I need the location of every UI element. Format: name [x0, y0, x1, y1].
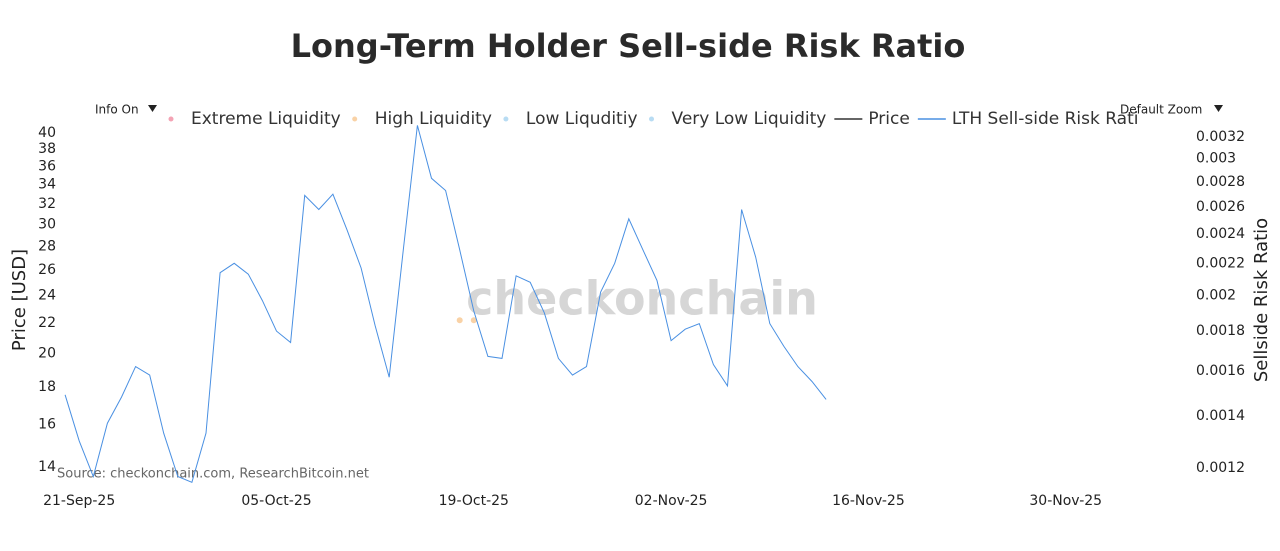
- source-note: Source: checkonchain.com, ResearchBitcoi…: [57, 467, 369, 482]
- y2-tick-label: 0.0026: [1196, 199, 1245, 215]
- y-tick-label: 40: [38, 125, 56, 141]
- x-tick-label: 16-Nov-25: [832, 493, 905, 509]
- y2-tick-label: 0.0014: [1196, 408, 1245, 424]
- x-tick-label: 21-Sep-25: [43, 493, 115, 509]
- x-tick-label: 19-Oct-25: [439, 493, 509, 509]
- info-button-label[interactable]: Info On: [95, 103, 139, 117]
- legend-item: High Liquidity: [352, 109, 492, 129]
- legend-label: Low Liquditiy: [526, 109, 638, 129]
- dropdown-arrow[interactable]: [148, 105, 157, 112]
- legend-item: Extreme Liquidity: [168, 109, 341, 129]
- zoom-button-label[interactable]: Default Zoom: [1120, 103, 1202, 117]
- legend-label: Extreme Liquidity: [191, 109, 341, 129]
- x-tick-label: 30-Nov-25: [1029, 493, 1102, 509]
- legend-item: Price: [834, 109, 910, 129]
- series-line: [64, 125, 827, 483]
- zoom-button[interactable]: Default Zoom: [1120, 103, 1223, 117]
- y2-axis-title: Sellside Risk Ratio: [1251, 218, 1272, 382]
- legend-item: Very Low Liquidity: [649, 109, 826, 129]
- y-tick-label: 16: [38, 417, 56, 433]
- legend-marker: [168, 116, 174, 122]
- y-tick-label: 26: [38, 262, 56, 278]
- legend-label: Price: [868, 109, 909, 129]
- y-tick-label: 14: [38, 459, 56, 475]
- y-tick-label: 34: [38, 177, 56, 193]
- y-tick-label: 20: [38, 345, 56, 361]
- y2-tick-label: 0.0016: [1196, 363, 1245, 379]
- marker: [470, 317, 477, 324]
- legend-item: LTH Sell-side Risk Rati: [917, 109, 1139, 129]
- legend-label: Very Low Liquidity: [672, 109, 827, 129]
- chart-title: Long-Term Holder Sell-side Risk Ratio: [291, 27, 966, 65]
- y-tick-label: 18: [38, 379, 56, 395]
- legend-marker: [649, 116, 655, 122]
- watermark: checkonchain: [466, 272, 818, 326]
- y-tick-label: 36: [38, 158, 56, 174]
- y-tick-label: 30: [38, 216, 56, 232]
- info-button[interactable]: Info On: [95, 103, 157, 117]
- marker: [456, 317, 463, 324]
- dropdown-arrow[interactable]: [1214, 105, 1223, 112]
- y-tick-label: 38: [38, 141, 56, 157]
- y2-tick-label: 0.0012: [1196, 460, 1245, 476]
- y2-tick-label: 0.0024: [1196, 226, 1245, 242]
- legend-label: LTH Sell-side Risk Rati: [952, 109, 1139, 129]
- y-axis-title: Price [USD]: [9, 249, 30, 351]
- y2-tick-label: 0.0018: [1196, 323, 1245, 339]
- x-tick-label: 05-Oct-25: [241, 493, 311, 509]
- y-tick-label: 32: [38, 196, 56, 212]
- legend-label: High Liquidity: [375, 109, 492, 129]
- y2-tick-label: 0.003: [1196, 151, 1236, 167]
- legend-item: Low Liquditiy: [503, 109, 638, 129]
- y2-tick-label: 0.0032: [1196, 129, 1245, 145]
- legend-marker: [352, 116, 358, 122]
- legend-marker: [503, 116, 509, 122]
- y2-tick-label: 0.0028: [1196, 174, 1245, 190]
- y-tick-label: 28: [38, 238, 56, 254]
- y2-tick-label: 0.0022: [1196, 255, 1245, 271]
- y2-tick-label: 0.002: [1196, 287, 1236, 303]
- y-tick-label: 22: [38, 315, 56, 331]
- y-tick-label: 24: [38, 287, 56, 303]
- x-tick-label: 02-Nov-25: [635, 493, 708, 509]
